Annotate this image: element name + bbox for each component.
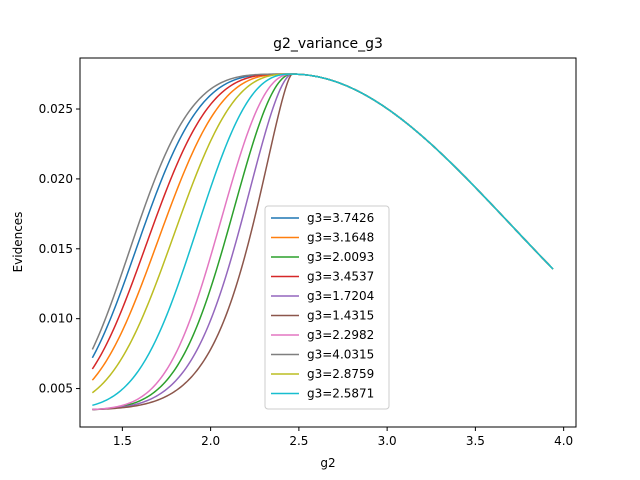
x-tick-label: 4.0 [554, 434, 573, 448]
legend: g3=3.7426 g3=3.1648 g3=2.0093 g3=3.4537 g3=1… [264, 205, 390, 410]
legend-label: g3=2.8759 [307, 367, 374, 381]
series-layer [91, 73, 554, 411]
x-tick-label: 3.0 [378, 434, 397, 448]
legend-label: g3=3.7426 [307, 211, 374, 225]
chart-title: g2_variance_g3 [273, 36, 383, 52]
legend-label: g3=1.4315 [307, 309, 374, 323]
x-tick-label: 2.5 [289, 434, 308, 448]
legend-label: g3=4.0315 [307, 348, 374, 362]
y-tick-label: 0.010 [39, 312, 73, 326]
y-tick-label: 0.020 [39, 172, 73, 186]
y-tick-label: 0.015 [39, 242, 73, 256]
x-tick-label: 3.5 [466, 434, 485, 448]
legend-label: g3=3.1648 [307, 231, 374, 245]
x-axis: 1.5 2.0 2.5 3.0 3.5 4.0 [113, 427, 573, 448]
legend-label: g3=2.2982 [307, 328, 374, 342]
x-tick-label: 1.5 [113, 434, 132, 448]
x-tick-label: 2.0 [201, 434, 220, 448]
y-axis-label: Evidences [11, 212, 25, 273]
y-tick-label: 0.005 [39, 382, 73, 396]
y-axis: 0.005 0.010 0.015 0.020 0.025 [39, 102, 80, 396]
plot-frame [79, 57, 577, 428]
legend-label: g3=3.4537 [307, 270, 374, 284]
legend-label: g3=1.7204 [307, 289, 374, 303]
legend-label: g3=2.0093 [307, 250, 374, 264]
x-axis-label: g2 [320, 456, 335, 470]
series-line [92, 73, 554, 407]
y-tick-label: 0.025 [39, 102, 73, 116]
legend-label: g3=2.5871 [307, 387, 374, 401]
